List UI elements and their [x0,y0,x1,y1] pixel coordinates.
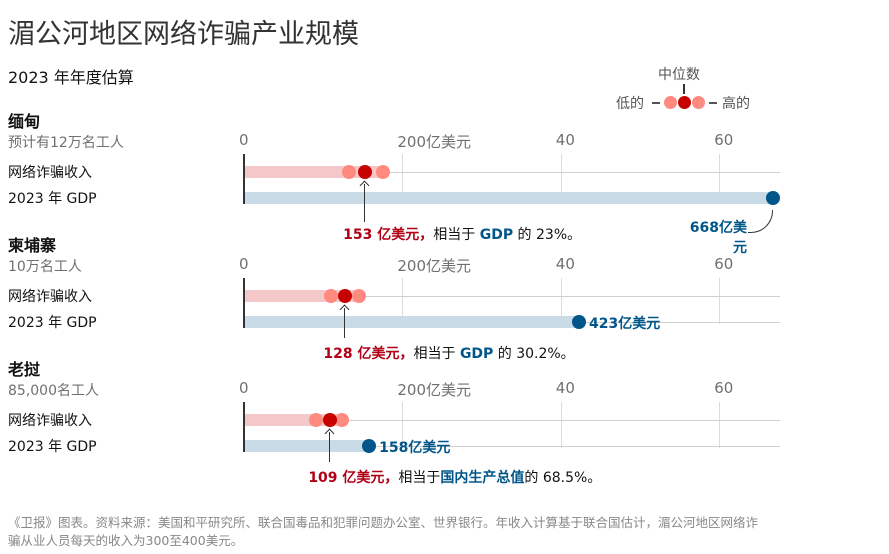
annotation-ann_end: 的 30.2%。 [493,346,575,362]
axis-zero [243,278,245,328]
gridline [402,402,404,448]
arrow-head [339,304,350,315]
gridline [560,278,562,324]
gdp-label: 668亿美元 [689,220,747,256]
gdp-callout-arrow [748,210,773,233]
worker-count: 85,000名工人 [8,383,99,399]
gridline-h [244,296,780,297]
annotation-arrow [329,432,331,462]
gridline-h [244,420,780,421]
low-dot [324,289,339,303]
legend-dash [709,102,717,104]
annotation-arrow [344,308,346,338]
legend-median: 中位数 [658,67,700,83]
row-label-scam: 网络诈骗收入 [8,289,92,305]
annotation-ann_value: 153 亿美元， [343,227,434,243]
median-dot [358,165,373,179]
gridline [560,154,562,200]
worker-count: 10万名工人 [8,259,82,275]
axis-zero [243,154,245,204]
low-dot [309,413,324,427]
arrow-head [324,428,335,439]
high-dot [351,289,366,303]
arrow-head [359,180,370,191]
axis-zero [243,402,245,452]
gdp-bar [244,440,370,452]
gridline [402,154,404,200]
tick-label: 0 [239,255,249,273]
annotation-arrow [364,184,366,222]
row-label-gdp: 2023 年 GDP [8,315,97,331]
gdp-bar [244,192,774,204]
legend-median-dot [678,96,691,109]
gdp-dot [362,439,377,453]
gdp-dot [766,191,781,205]
annotation-ann_mid: 相当于 [413,346,460,362]
gdp-label: 423亿美元 [589,316,661,332]
gdp-label: 158亿美元 [379,440,451,456]
tick-label: 200亿美元 [397,381,472,399]
gridline [560,402,562,448]
footer-note: 《卫报》图表。资料来源：美国和平研究所、联合国毒品和犯罪问题办公室、世界银行。年… [8,515,759,548]
gridline-h [244,172,780,173]
gridline [719,402,721,448]
annotation: 153 亿美元，相当于 GDP 的 23%。 [343,224,581,244]
row-label-gdp: 2023 年 GDP [8,191,97,207]
annotation-ann_gdp: 国内生产总值 [440,470,525,486]
row-label-scam: 网络诈骗收入 [8,165,92,181]
legend-low-dot [664,96,677,109]
tick-label: 60 [714,255,734,273]
annotation-ann_gdp: GDP [459,346,494,362]
row-label-gdp: 2023 年 GDP [8,439,97,455]
gridline [719,278,721,324]
median-dot [323,413,338,427]
legend-high: 高的 [722,96,750,112]
annotation-ann_mid: 相当于 [398,470,441,486]
annotation-ann_value: 128 亿美元， [323,346,414,362]
high-dot [335,413,350,427]
legend-dash [652,102,660,104]
annotation-ann_value: 109 亿美元， [308,470,399,486]
annotation-ann_gdp: GDP [479,227,514,243]
country-name: 柬埔寨 [8,236,57,255]
country-name: 缅甸 [8,112,41,131]
tick-label: 60 [714,379,734,397]
chart-subtitle: 2023 年年度估算 [8,68,134,87]
tick-label: 200亿美元 [397,257,472,275]
low-dot [342,165,357,179]
annotation-ann_end: 的 68.5%。 [524,470,602,486]
annotation-ann_mid: 相当于 [433,227,480,243]
worker-count: 预计有12万名工人 [8,135,124,151]
tick-label: 40 [555,255,575,273]
tick-label: 60 [714,131,734,149]
gdp-bar [244,316,580,328]
high-dot [375,165,390,179]
row-label-scam: 网络诈骗收入 [8,413,92,429]
gridline [719,154,721,200]
tick-label: 200亿美元 [397,133,472,151]
legend-median-tick [683,84,685,94]
tick-label: 0 [239,379,249,397]
median-dot [338,289,353,303]
gdp-dot [572,315,587,329]
chart-title: 湄公河地区网络诈骗产业规模 [8,19,359,50]
annotation: 128 亿美元，相当于 GDP 的 30.2%。 [323,343,574,363]
legend-low: 低的 [616,96,644,112]
country-name: 老挝 [8,360,41,379]
tick-label: 0 [239,131,249,149]
tick-label: 40 [555,131,575,149]
tick-label: 40 [555,379,575,397]
annotation-ann_end: 的 23%。 [513,227,582,243]
legend-high-dot [692,96,705,109]
gridline [402,278,404,324]
annotation: 109 亿美元，相当于国内生产总值的 68.5%。 [308,467,601,487]
gridline-h [244,446,780,447]
